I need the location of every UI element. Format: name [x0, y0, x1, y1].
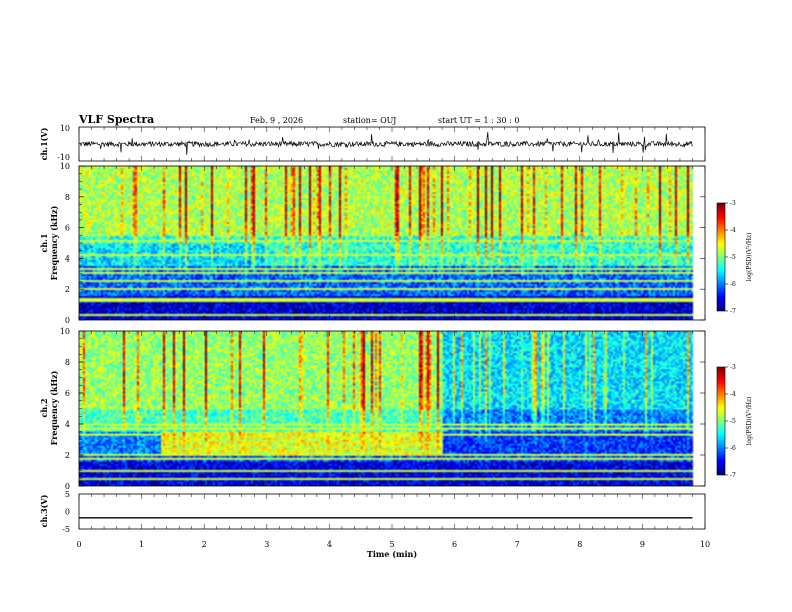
y-tick-label: 6 — [65, 389, 70, 398]
y-tick-label: 0 — [65, 316, 70, 325]
ch3-waveform-panel: ch.3(V) 5 0 -5 — [39, 490, 706, 534]
start-time-label: start UT = 1 : 30 : 0 — [438, 116, 519, 125]
y-tick-label: 4 — [65, 254, 70, 263]
colorbar-tick-label: -6 — [730, 281, 736, 288]
ch3-waveform-ylabel: ch.3(V) — [39, 494, 49, 527]
figure-title: VLF Spectra — [78, 113, 154, 126]
colorbar-tick-label: -7 — [730, 472, 736, 479]
y-tick-label: 10 — [60, 327, 70, 336]
ch1-waveform-ylabel: ch.1(V) — [39, 127, 49, 160]
ch2-spectrogram-ylabel-channel: ch.2 — [39, 398, 49, 417]
x-tick-label: 0 — [76, 540, 81, 549]
x-tick-label: 10 — [700, 540, 710, 549]
ch1-colorbar-ticks: -3 -4 -5 -6 -7 — [725, 200, 736, 315]
ch2-colorbar-label: log(PSD)(V²/Hz) — [746, 397, 753, 446]
x-tick-label: 4 — [327, 540, 332, 549]
ch1-colorbar-label: log(PSD)(V²/Hz) — [746, 233, 753, 282]
x-axis-tick-labels: 0 1 2 3 4 5 6 7 8 9 10 — [76, 540, 710, 549]
y-tick-label: 2 — [65, 451, 70, 460]
x-tick-label: 1 — [139, 540, 144, 549]
ch1-spectrogram-ylabel-freq: Frequency (kHz) — [49, 205, 59, 280]
colorbar-tick-label: -3 — [730, 364, 736, 371]
ch1-waveform-ytick-bottom: -10 — [57, 153, 70, 162]
colorbar-tick-label: -3 — [730, 200, 736, 207]
x-axis-label: Time (min) — [367, 549, 417, 559]
x-tick-label: 2 — [202, 540, 207, 549]
ch1-spectrogram-ylabel-channel: ch.1 — [39, 233, 49, 252]
x-tick-label: 9 — [640, 540, 645, 549]
colorbar-tick-label: -6 — [730, 445, 736, 452]
ch2-spectrogram-image — [79, 331, 705, 486]
x-axis-ticks — [78, 127, 706, 529]
ch1-waveform-frame — [78, 126, 706, 162]
y-tick-label: 8 — [65, 358, 70, 367]
y-tick-label: 10 — [60, 162, 70, 171]
x-tick-label: 8 — [577, 540, 582, 549]
y-tick-label: -5 — [62, 525, 70, 534]
colorbar-tick-label: -5 — [730, 254, 736, 261]
ch1-spectrogram-yticks: 0 2 4 6 8 10 — [60, 162, 705, 325]
x-tick-label: 3 — [264, 540, 269, 549]
colorbar-tick-label: -4 — [730, 227, 736, 234]
ch3-waveform-frame — [78, 493, 706, 530]
ch2-spectrogram-ylabel-freq: Frequency (kHz) — [49, 370, 59, 445]
ch2-colorbar-ticks: -3 -4 -5 -6 -7 — [725, 364, 736, 479]
y-tick-label: 0 — [65, 482, 70, 491]
colorbar-tick-label: -7 — [730, 308, 736, 315]
colorbar-tick-label: -5 — [730, 418, 736, 425]
y-tick-label: 8 — [65, 193, 70, 202]
ch1-waveform-ytick-top: 10 — [60, 124, 70, 133]
x-tick-label: 7 — [515, 540, 520, 549]
y-tick-label: 2 — [65, 285, 70, 294]
x-tick-label: 6 — [452, 540, 457, 549]
ch2-colorbar — [717, 367, 725, 475]
date-label: Feb. 9 , 2026 — [250, 116, 303, 125]
ch1-colorbar — [717, 203, 725, 311]
y-tick-label: 5 — [65, 490, 70, 499]
ch2-spectrogram-yticks: 0 2 4 6 8 10 — [60, 327, 705, 491]
ch1-waveform-trace — [78, 131, 693, 156]
x-tick-label: 5 — [389, 540, 394, 549]
ch1-spectrogram-image — [79, 166, 705, 320]
y-tick-label: 4 — [65, 420, 70, 429]
station-label: station= OUJ — [343, 116, 396, 125]
y-tick-label: 6 — [65, 224, 70, 233]
y-tick-label: 0 — [65, 508, 70, 517]
ch1-waveform-panel: ch.1(V) 10 -10 — [39, 124, 706, 162]
colorbar-tick-label: -4 — [730, 391, 736, 398]
ch3-waveform-yticks: 5 0 -5 — [62, 490, 70, 534]
